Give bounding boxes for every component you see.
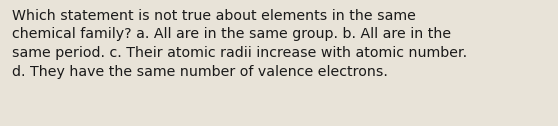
Text: Which statement is not true about elements in the same
chemical family? a. All a: Which statement is not true about elemen… (12, 9, 468, 79)
